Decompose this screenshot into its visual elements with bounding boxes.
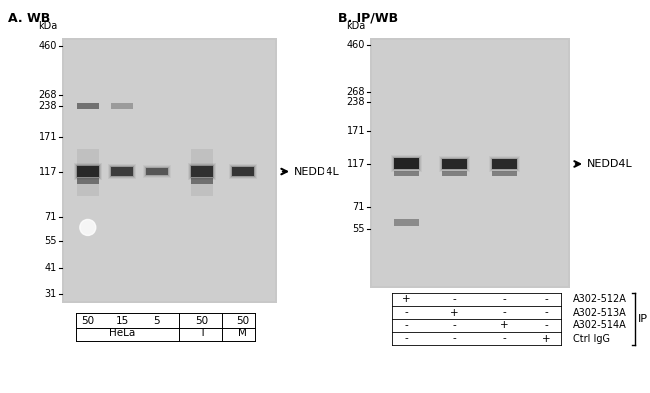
Bar (439, 156, 469, 172)
Text: -: - (404, 334, 408, 343)
Bar (229, 165, 255, 178)
Text: +: + (500, 321, 508, 331)
Bar (391, 156, 421, 173)
Text: M: M (238, 328, 247, 338)
Bar (188, 163, 216, 180)
Text: A302-512A: A302-512A (573, 294, 627, 305)
Bar (372, 40, 568, 286)
Text: -: - (452, 334, 456, 343)
Bar (190, 165, 214, 178)
Bar (489, 157, 519, 171)
Text: -: - (502, 294, 506, 305)
Text: NEDD4L: NEDD4L (587, 159, 632, 169)
Text: +: + (541, 334, 551, 343)
Bar (142, 165, 170, 178)
Text: 117: 117 (346, 159, 365, 169)
Bar (75, 164, 101, 179)
Text: 171: 171 (346, 126, 365, 136)
Bar (111, 167, 133, 176)
Text: 5: 5 (153, 316, 160, 326)
Text: 31: 31 (45, 288, 57, 299)
Text: NEDD4L: NEDD4L (294, 167, 340, 176)
Bar (393, 158, 419, 169)
Text: kDa: kDa (346, 21, 365, 31)
Bar (393, 171, 419, 176)
Text: -: - (404, 307, 408, 318)
Text: +: + (402, 294, 410, 305)
Bar (231, 167, 254, 176)
Text: B. IP/WB: B. IP/WB (338, 11, 398, 24)
Text: -: - (544, 307, 548, 318)
Text: 50: 50 (195, 316, 208, 326)
Bar (393, 158, 419, 171)
Text: 460: 460 (38, 40, 57, 51)
Bar (441, 159, 467, 169)
Text: -: - (404, 321, 408, 331)
Bar (111, 166, 134, 177)
Text: 55: 55 (44, 236, 57, 246)
Text: -: - (502, 334, 506, 343)
Bar (391, 156, 421, 171)
Bar (77, 103, 99, 109)
Text: 268: 268 (346, 87, 365, 97)
Text: IP: IP (638, 314, 648, 324)
Bar (229, 163, 257, 180)
Bar (439, 157, 469, 171)
Bar (77, 166, 99, 177)
Text: kDa: kDa (38, 21, 57, 31)
Text: -: - (544, 294, 548, 305)
Text: 41: 41 (45, 263, 57, 273)
Bar (370, 38, 570, 288)
Text: 50: 50 (81, 316, 94, 326)
Text: 71: 71 (45, 213, 57, 222)
Bar (146, 169, 168, 174)
Bar (489, 156, 519, 172)
Bar (190, 149, 213, 196)
Bar (64, 40, 275, 301)
Bar (77, 149, 99, 196)
Text: 55: 55 (352, 224, 365, 235)
Bar (108, 164, 136, 179)
Bar (62, 38, 277, 303)
Bar (190, 166, 213, 176)
Text: A302-514A: A302-514A (573, 321, 627, 331)
Bar (393, 219, 419, 226)
Bar (491, 171, 517, 176)
Bar (77, 178, 99, 184)
Text: 50: 50 (236, 316, 249, 326)
Text: -: - (544, 321, 548, 331)
Bar (491, 158, 517, 170)
Text: 238: 238 (38, 101, 57, 111)
Text: -: - (502, 307, 506, 318)
Bar (76, 165, 100, 178)
Text: 171: 171 (38, 132, 57, 141)
Text: 268: 268 (38, 90, 57, 100)
Bar (74, 163, 102, 180)
Text: HeLa: HeLa (109, 328, 135, 338)
Text: 71: 71 (352, 202, 365, 212)
Bar (441, 171, 467, 176)
Bar (111, 103, 133, 109)
Text: 238: 238 (346, 97, 365, 107)
Bar (491, 159, 517, 169)
Bar (190, 178, 213, 184)
Bar (144, 166, 170, 176)
Bar (441, 158, 467, 170)
Text: T: T (199, 328, 205, 338)
Text: -: - (452, 321, 456, 331)
Text: Ctrl IgG: Ctrl IgG (573, 334, 610, 343)
Text: A302-513A: A302-513A (573, 307, 627, 318)
Bar (231, 165, 255, 177)
Text: +: + (450, 307, 458, 318)
Bar (109, 165, 135, 178)
Circle shape (80, 219, 96, 235)
Bar (188, 164, 215, 179)
Text: 460: 460 (346, 40, 365, 50)
Bar (144, 167, 168, 176)
Text: 15: 15 (116, 316, 129, 326)
Text: A. WB: A. WB (8, 11, 50, 24)
Text: 117: 117 (38, 167, 57, 176)
Text: -: - (452, 294, 456, 305)
